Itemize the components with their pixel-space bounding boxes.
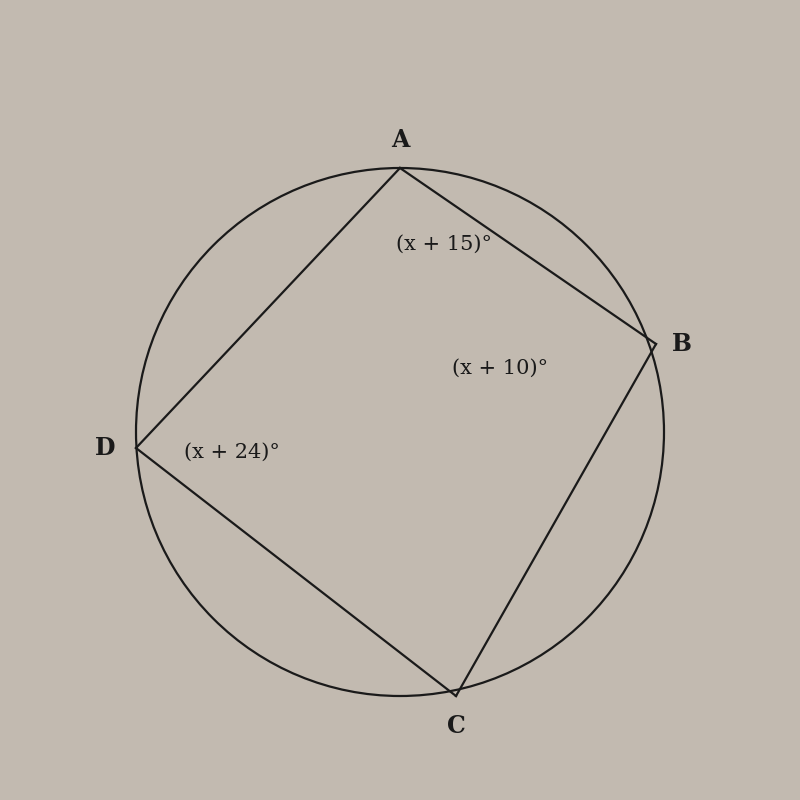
Text: A: A: [391, 128, 409, 152]
Text: (x + 15)°: (x + 15)°: [396, 234, 492, 254]
Text: (x + 24)°: (x + 24)°: [184, 442, 280, 462]
Text: C: C: [446, 714, 466, 738]
Text: (x + 10)°: (x + 10)°: [452, 358, 548, 378]
Text: D: D: [95, 436, 116, 460]
Text: B: B: [672, 332, 691, 356]
